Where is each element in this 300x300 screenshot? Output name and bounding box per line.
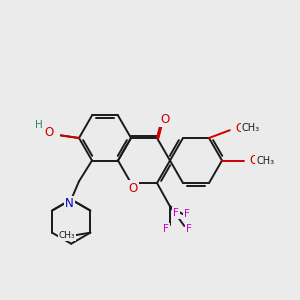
Text: O: O xyxy=(160,113,170,126)
Text: O: O xyxy=(44,126,53,139)
Text: F: F xyxy=(184,209,190,219)
Text: H: H xyxy=(35,120,43,130)
Text: O: O xyxy=(235,122,244,135)
Text: CH₃: CH₃ xyxy=(256,155,274,166)
Text: O: O xyxy=(128,182,138,194)
Text: N: N xyxy=(65,197,74,210)
Text: CH₃: CH₃ xyxy=(242,123,260,133)
Text: F: F xyxy=(186,224,192,234)
Text: F: F xyxy=(163,224,169,234)
Text: F: F xyxy=(173,208,179,218)
Text: CH₃: CH₃ xyxy=(58,231,75,240)
Text: O: O xyxy=(250,154,259,167)
